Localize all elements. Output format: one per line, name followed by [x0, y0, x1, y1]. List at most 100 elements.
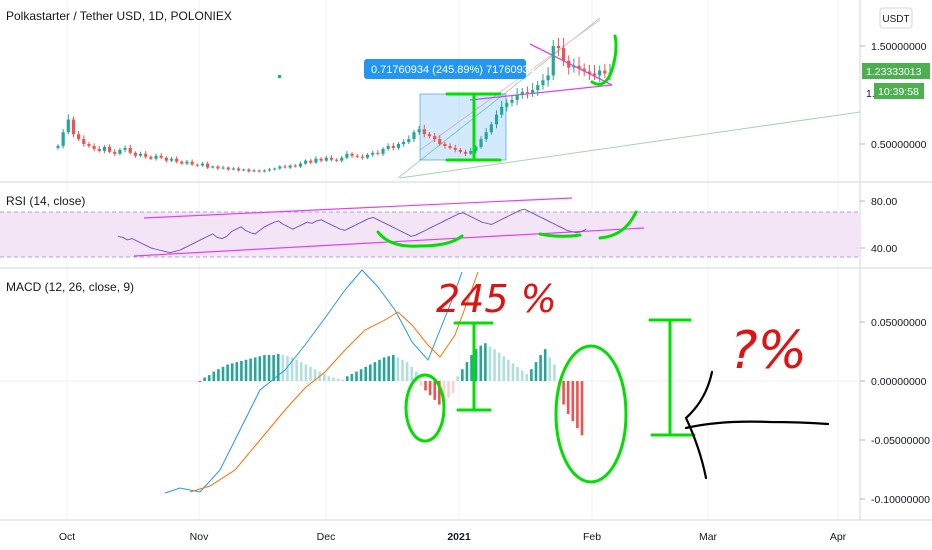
candle-body [180, 161, 184, 164]
chart-title: Polkastarter / Tether USD, 1D, POLONIEX [6, 9, 232, 23]
measure-box[interactable] [419, 93, 507, 161]
macd-bar [364, 366, 367, 381]
pink-channel-line[interactable] [419, 19, 601, 151]
macd-bar [497, 352, 501, 381]
candle-body [396, 144, 401, 148]
macd-bar [553, 364, 556, 381]
macd-bar [198, 381, 202, 383]
candle-body [107, 146, 112, 152]
candle-body [138, 153, 143, 156]
candle-body [386, 145, 390, 149]
candle-body [304, 160, 308, 164]
measure-tooltip[interactable]: 0.71760934 (245.89%) 71760934 [364, 59, 535, 79]
annotations: 245 % ?% [376, 34, 830, 484]
price-axis-label: 1.50000000 [871, 41, 927, 53]
candle-body [443, 144, 447, 146]
candle-body [592, 73, 597, 76]
candle-body [221, 167, 225, 169]
candle-body [355, 155, 359, 157]
candle-body [376, 152, 380, 154]
candle-body [216, 166, 220, 169]
macd-bar [267, 355, 271, 381]
macd-bar [336, 378, 340, 381]
candle-body [603, 70, 607, 74]
candle-body [262, 170, 266, 172]
candle-body [474, 146, 478, 151]
question-percent-annotation: ?% [730, 321, 807, 381]
macd-bar [493, 349, 496, 381]
candle-body [587, 71, 591, 74]
macd-bar [576, 381, 579, 429]
rsi-upper-trendline[interactable] [143, 197, 573, 219]
rsi-flat-curve [538, 232, 582, 238]
currency-button[interactable]: USDT [879, 7, 913, 29]
candle-body [546, 75, 550, 81]
candle-body [200, 163, 205, 166]
macd-bar [382, 357, 386, 381]
macd-negative-circle-1 [404, 373, 446, 443]
candle-body [128, 147, 132, 153]
macd-bar [396, 357, 400, 381]
triangle-upper-line[interactable] [529, 43, 613, 86]
candle-body [190, 161, 194, 165]
candle-body [520, 92, 524, 95]
candle-body [288, 165, 292, 168]
time-axis[interactable]: Oct Nov Dec 2021 Feb Mar Apr [59, 531, 847, 543]
macd-bar [341, 379, 344, 381]
candle-body [515, 95, 519, 100]
candle-body [236, 168, 241, 171]
macd-bar [451, 381, 455, 393]
measure-marker-projection [648, 318, 696, 437]
price-axis-label: 0.05000000 [871, 317, 927, 329]
candle-body [505, 102, 509, 107]
black-arrow-head [684, 370, 714, 480]
candle-body [479, 139, 483, 147]
candle-body [360, 156, 364, 158]
candle-body [371, 152, 375, 155]
candle-body [283, 166, 287, 168]
candle-body [247, 169, 251, 172]
countdown-text: 10:39:58 [878, 86, 919, 98]
candle-body [484, 132, 488, 140]
candle-body [391, 145, 395, 148]
price-drawings[interactable] [397, 17, 861, 179]
candle-body [164, 157, 168, 161]
candle-body [350, 153, 354, 156]
macd-bar [235, 362, 239, 381]
macd-bar [470, 355, 473, 381]
macd-bar [548, 357, 552, 381]
candle-body [324, 157, 328, 161]
candle-body [329, 157, 334, 160]
price-axis[interactable]: 1.50000000 0.50000000 80.00 40.00 0.05000000… [860, 41, 930, 506]
measure-marker-price [445, 92, 502, 162]
candle-body [453, 147, 457, 150]
time-axis-label: Dec [317, 531, 336, 543]
rsi-projection-curve [598, 210, 638, 240]
macd-bar [502, 356, 506, 381]
candle-body [541, 80, 545, 86]
price-projection-curve [590, 34, 618, 86]
macd-bar [539, 355, 542, 381]
macd-bar [240, 360, 243, 381]
macd-title: MACD (12, 26, close, 9) [6, 280, 134, 294]
macd-bar [410, 366, 414, 381]
macd-bar [507, 359, 510, 381]
long-trendline[interactable] [399, 111, 861, 179]
macd-bar [226, 364, 229, 381]
candle-body [56, 145, 60, 148]
candle-body [381, 148, 385, 154]
candle-body [340, 157, 344, 161]
macd-bar [405, 362, 409, 381]
green-annotations [376, 34, 696, 484]
black-arrow-drawing [684, 370, 830, 480]
macd-bar [415, 371, 418, 381]
macd-bar [511, 363, 515, 381]
candle-body [195, 164, 199, 166]
candle-body [556, 46, 561, 48]
macd-bar [313, 369, 317, 381]
macd-bar [327, 376, 331, 381]
triangle-lower-line[interactable] [469, 84, 613, 101]
macd-bar [212, 371, 216, 381]
candle-body [582, 68, 586, 72]
countdown-tag: 10:39:58 [874, 83, 924, 99]
